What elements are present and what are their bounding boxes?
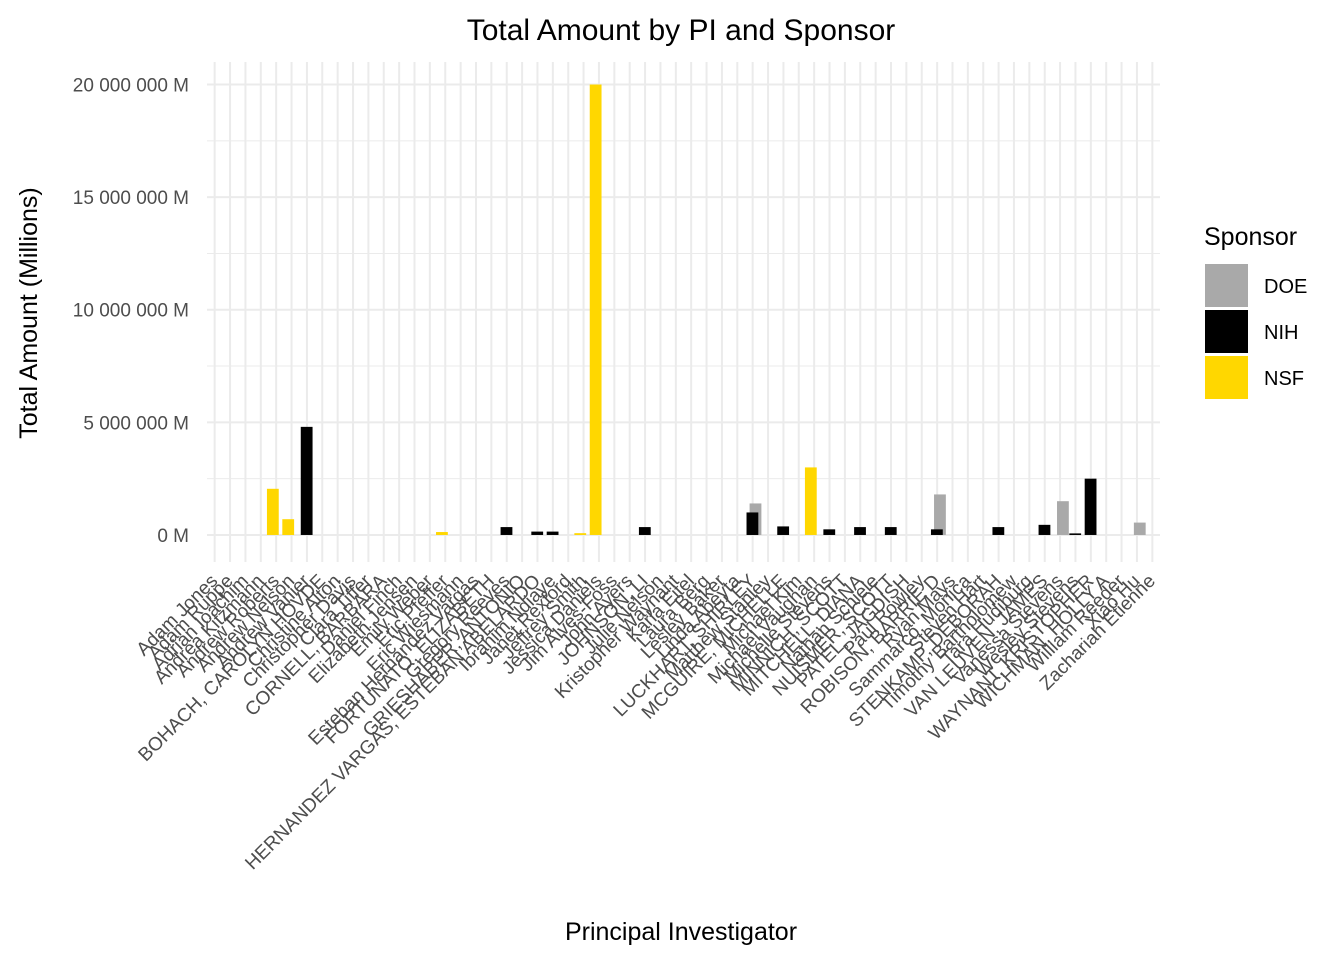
chart-title: Total Amount by PI and Sponsor (467, 14, 896, 47)
bar-nih-28 (638, 527, 651, 535)
y-tick-label: 5 000 000 M (83, 413, 189, 434)
y-tick-label: 15 000 000 M (73, 188, 189, 209)
legend-key-nsf (1205, 356, 1248, 399)
legend-title: Sponsor (1204, 223, 1297, 251)
bar-nih-42 (854, 527, 866, 535)
y-ticks: 0 M 5 000 000 M 10 000 000 M 15 000 000 M 20… (73, 76, 189, 547)
bar-nih-37 (777, 526, 790, 535)
bars (266, 84, 1146, 535)
bar-nih-6 (300, 426, 313, 535)
y-axis-title: Total Amount (Millions) (15, 187, 43, 438)
legend-key-doe (1205, 264, 1248, 307)
y-tick-label: 20 000 000 M (73, 76, 189, 97)
bar-nsf-14 (436, 532, 448, 535)
legend-label-nih: NIH (1264, 322, 1298, 344)
bar-nih-54 (1038, 524, 1051, 535)
bar-nih-40 (823, 529, 836, 535)
legend-key-nih (1205, 310, 1248, 353)
bar-nsf-4 (282, 519, 295, 535)
y-tick-label: 0 M (157, 526, 189, 547)
legend-label-nsf: NSF (1264, 368, 1304, 390)
bar-nih-19 (500, 527, 513, 535)
bar-nsf-24 (589, 84, 602, 535)
x-axis-title: Principal Investigator (565, 918, 797, 946)
bar-nih-51 (992, 527, 1005, 535)
plot-panel (207, 62, 1160, 562)
bar-nih-22 (546, 531, 559, 535)
bar-doe-48 (934, 494, 946, 535)
bar-nih-44 (884, 527, 897, 535)
bar-doe-56 (1057, 501, 1069, 535)
y-tick-label: 10 000 000 M (73, 301, 189, 322)
legend: Sponsor DOE NIH NSF (1204, 223, 1307, 399)
bar-nsf-3 (266, 488, 279, 535)
bar-nih-21 (531, 531, 544, 535)
bar-nsf-38 (804, 467, 817, 535)
grid (207, 62, 1160, 562)
bar-nih-57 (1084, 478, 1097, 535)
bar-nsf-23 (574, 533, 587, 535)
legend-label-doe: DOE (1264, 276, 1307, 298)
bar-doe-61 (1133, 522, 1146, 535)
bar-nih-47 (930, 529, 943, 535)
bar-nih-35 (746, 512, 759, 535)
bar-nih-56 (1069, 533, 1082, 535)
